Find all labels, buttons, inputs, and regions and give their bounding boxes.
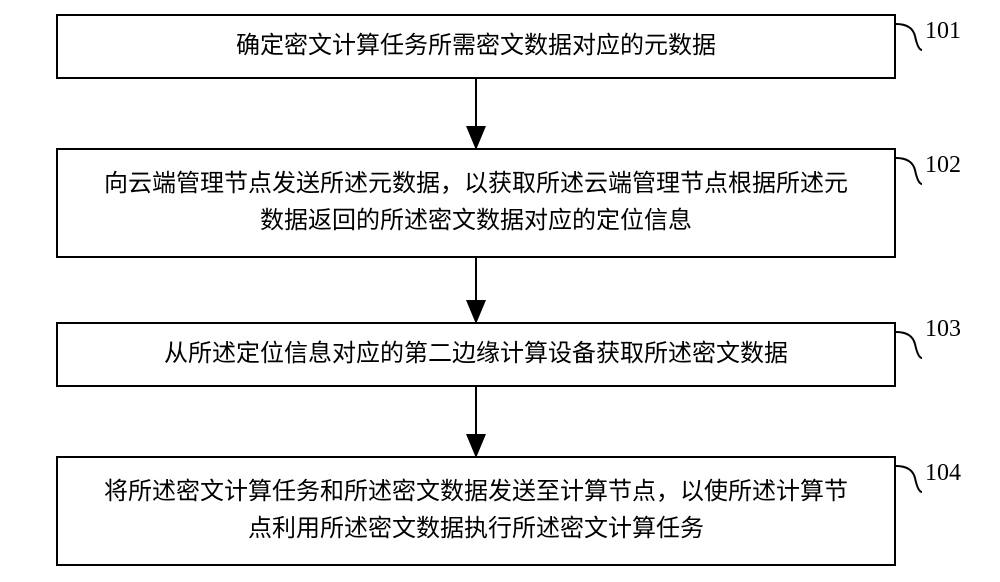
flow-node-4-text: 将所述密文计算任务和所述密文数据发送至计算节点，以使所述计算节点利用所述密文数据… (96, 474, 856, 548)
flow-node-1-text: 确定密文计算任务所需密文数据对应的元数据 (236, 28, 716, 65)
flow-label-2: 102 (925, 152, 961, 179)
flow-label-1: 101 (925, 18, 961, 45)
flow-label-4: 104 (925, 460, 961, 487)
label-connector-2 (896, 158, 922, 184)
label-connector-3 (896, 332, 922, 358)
flow-node-3-text: 从所述定位信息对应的第二边缘计算设备获取所述密文数据 (164, 336, 788, 373)
flow-node-4: 将所述密文计算任务和所述密文数据发送至计算节点，以使所述计算节点利用所述密文数据… (56, 456, 896, 566)
flowchart-canvas: 确定密文计算任务所需密文数据对应的元数据 101 向云端管理节点发送所述元数据，… (0, 0, 1000, 582)
flow-node-2: 向云端管理节点发送所述元数据，以获取所述云端管理节点根据所述元数据返回的所述密文… (56, 148, 896, 258)
label-connector-1 (896, 24, 922, 50)
flow-label-3: 103 (925, 316, 961, 343)
flow-node-1: 确定密文计算任务所需密文数据对应的元数据 (56, 14, 896, 79)
flow-node-3: 从所述定位信息对应的第二边缘计算设备获取所述密文数据 (56, 322, 896, 387)
label-connector-4 (896, 466, 922, 492)
flow-node-2-text: 向云端管理节点发送所述元数据，以获取所述云端管理节点根据所述元数据返回的所述密文… (96, 166, 856, 240)
